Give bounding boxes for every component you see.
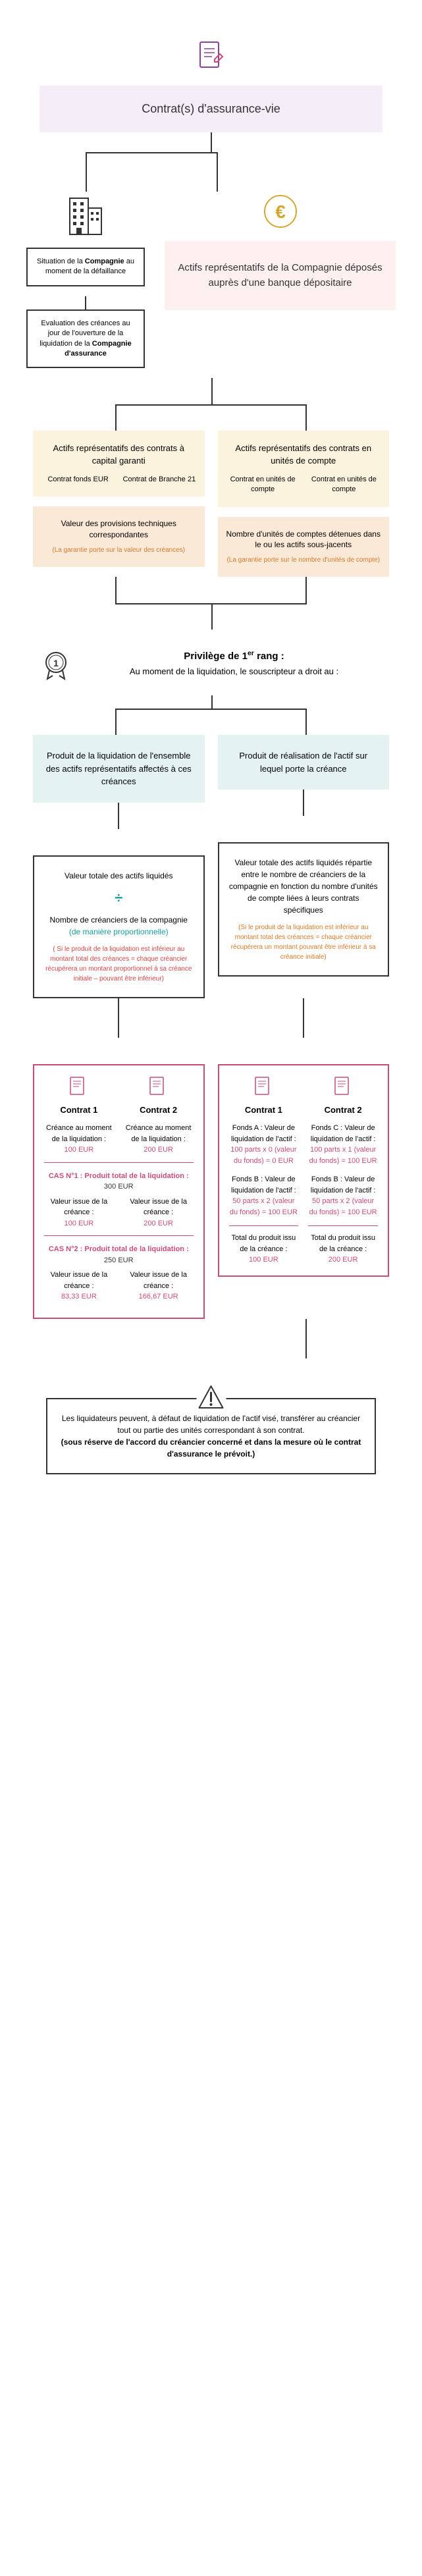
connector-row <box>0 998 422 1038</box>
branch-right-title: Actifs représentatifs des contrats en un… <box>226 443 382 466</box>
branch-right-bottom-text: Nombre d'unités de comptes détenues dans… <box>226 529 382 551</box>
euro-coin-icon: € <box>261 192 300 231</box>
branch-right-sub1: Contrat en unités de compte <box>226 475 300 495</box>
branch-right-bottom: Nombre d'unités de comptes détenues dans… <box>218 517 390 577</box>
branches-row: Actifs représentatifs des contrats à cap… <box>0 431 422 577</box>
branch-left-sub1: Contrat fonds EUR <box>41 475 115 485</box>
privilege-subtitle: Au moment de la liquidation, le souscrip… <box>86 666 382 678</box>
divide-icon: ÷ <box>44 887 194 909</box>
connector <box>303 790 304 816</box>
connector <box>0 1319 422 1358</box>
c2-label: Créance au moment de la liquidation : <box>124 1123 194 1144</box>
white-right: Valeur totale des actifs liquidés répart… <box>218 842 390 977</box>
tot1-lab: Total du produit issu de la créance : <box>229 1233 299 1254</box>
c1r2-lab: Valeur issue de la créance : <box>51 1271 108 1290</box>
branch-left-note: (La garantie porte sur la valeur des cré… <box>41 546 197 555</box>
tot1-val: 100 EUR <box>229 1254 299 1266</box>
fb2-lab: Fonds B : Valeur de liquidation de l'act… <box>308 1174 378 1196</box>
rank-badge-icon: 1 <box>40 649 72 682</box>
c1-val: 100 EUR <box>44 1144 114 1156</box>
contract-icon <box>252 1075 275 1098</box>
c2-val: 200 EUR <box>124 1144 194 1156</box>
case2-head: CAS N°2 : Produit total de la liquidatio… <box>44 1244 194 1266</box>
connector <box>0 378 422 431</box>
c1r1-lab: Valeur issue de la créance : <box>51 1198 108 1217</box>
white-left-l2: Nombre de créanciers de la compagnie <box>44 914 194 926</box>
warning-box: Les liquidateurs peuvent, à défaut de li… <box>46 1398 376 1474</box>
branch-left: Actifs représentatifs des contrats à cap… <box>33 431 205 577</box>
warning-triangle-icon <box>196 1383 226 1412</box>
contract-icon <box>147 1075 170 1098</box>
fa-calc: 100 parts x 0 (valeur du fonds) = 0 EUR <box>229 1144 299 1166</box>
pink-right: Contrat 1 Fonds A : Valeur de liquidatio… <box>218 1064 390 1277</box>
white-left-para: ( Si le produit de la liquidation est in… <box>44 944 194 984</box>
c2r1-lab: Valeur issue de la créance : <box>130 1198 187 1217</box>
fc-calc: 100 parts x 1 (valeur du fonds) = 100 EU… <box>308 1144 378 1166</box>
connector <box>0 695 422 735</box>
fa-lab: Fonds A : Valeur de liquidation de l'act… <box>229 1123 299 1144</box>
contract-icon <box>67 1075 90 1098</box>
privilege-title: Privilège de 1er rang : <box>86 649 382 662</box>
white-left-l1: Valeur totale des actifs liquidés <box>44 870 194 882</box>
connector <box>85 296 86 309</box>
company-column: Situation de la Compagnie au moment de l… <box>26 192 145 378</box>
c1r2-val: 83,33 EUR <box>61 1293 97 1301</box>
company-eval-box: Evaluation des créances au jour de l'ouv… <box>26 309 145 369</box>
fb1-calc: 50 parts x 2 (valeur du fonds) = 100 EUR <box>229 1196 299 1218</box>
white-left-note: (de manière proportionnelle) <box>44 926 194 938</box>
c2r2-lab: Valeur issue de la créance : <box>130 1271 187 1290</box>
teal-row: Produit de la liquidation de l'ensemble … <box>0 735 422 998</box>
main-title: Contrat(s) d'assurance-vie <box>40 86 382 132</box>
assets-column: € Actifs représentatifs de la Compagnie … <box>165 192 396 378</box>
contract1-title-r: Contrat 1 <box>229 1104 299 1117</box>
pink-left: Contrat 1 Créance au moment de la liquid… <box>33 1064 205 1319</box>
teal-right: Produit de réalisation de l'actif sur le… <box>218 735 390 790</box>
connector-split <box>0 152 422 192</box>
contract2-title-r: Contrat 2 <box>308 1104 378 1117</box>
privilege-section: 1 Privilège de 1er rang : Au moment de l… <box>0 630 422 695</box>
warning-p1: Les liquidateurs peuvent, à défaut de li… <box>61 1412 361 1436</box>
teal-left: Produit de la liquidation de l'ensemble … <box>33 735 205 803</box>
c2r2-val: 166,67 EUR <box>139 1293 178 1301</box>
case1-head: CAS N°1 : Produit total de la liquidatio… <box>44 1171 194 1193</box>
c1-label: Créance au moment de la liquidation : <box>44 1123 114 1144</box>
contract-icon <box>332 1075 355 1098</box>
fb1-lab: Fonds B : Valeur de liquidation de l'act… <box>229 1174 299 1196</box>
white-left: Valeur totale des actifs liquidés ÷ Nomb… <box>33 855 205 998</box>
assets-box: Actifs représentatifs de la Compagnie dé… <box>165 241 396 310</box>
c2r1-val: 200 EUR <box>144 1220 173 1227</box>
c1r1-val: 100 EUR <box>65 1220 94 1227</box>
tot2-lab: Total du produit issu de la créance : <box>308 1233 378 1254</box>
warning-p2: (sous réserve de l'accord du créancier c… <box>61 1436 361 1460</box>
branch-left-sub2: Contrat de Branche 21 <box>122 475 196 485</box>
branch-left-title: Actifs représentatifs des contrats à cap… <box>41 443 197 466</box>
building-icon <box>66 192 105 238</box>
fb2-calc: 50 parts x 2 (valeur du fonds) = 100 EUR <box>308 1196 378 1218</box>
svg-text:€: € <box>275 201 286 222</box>
white-right-para: (Si le produit de la liquidation est inf… <box>229 923 379 962</box>
branch-left-bottom: Valeur des provisions techniques corresp… <box>33 506 205 567</box>
privilege-text: Privilège de 1er rang : Au moment de la … <box>86 649 382 678</box>
branch-right-top: Actifs représentatifs des contrats en un… <box>218 431 390 506</box>
pink-row: Contrat 1 Créance au moment de la liquid… <box>0 1038 422 1319</box>
company-situation-box: Situation de la Compagnie au moment de l… <box>26 248 145 286</box>
document-icon-wrap <box>0 0 422 86</box>
branch-right-sub2: Contrat en unités de compte <box>307 475 381 495</box>
contract2-title: Contrat 2 <box>124 1104 194 1117</box>
white-right-l1: Valeur totale des actifs liquidés répart… <box>229 857 379 916</box>
fc-lab: Fonds C : Valeur de liquidation de l'act… <box>308 1123 378 1144</box>
contract1-title: Contrat 1 <box>44 1104 114 1117</box>
document-contract-icon <box>195 40 228 72</box>
svg-text:1: 1 <box>53 658 59 668</box>
branch-left-bottom-text: Valeur des provisions techniques corresp… <box>41 518 197 541</box>
tot2-val: 200 EUR <box>308 1254 378 1266</box>
company-assets-row: Situation de la Compagnie au moment de l… <box>0 192 422 378</box>
branch-left-top: Actifs représentatifs des contrats à cap… <box>33 431 205 496</box>
branch-right: Actifs représentatifs des contrats en un… <box>218 431 390 577</box>
connector <box>0 577 422 630</box>
branch-right-note: (La garantie porte sur le nombre d'unité… <box>226 556 382 565</box>
connector <box>211 132 212 152</box>
connector <box>118 803 119 829</box>
